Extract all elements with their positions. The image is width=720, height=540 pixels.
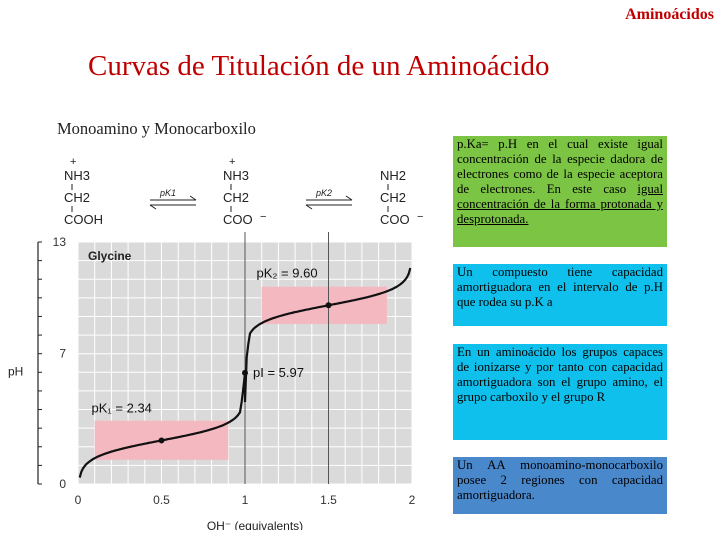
ionizable-groups-text: En un aminoácido los grupos capaces de i… — [457, 345, 663, 404]
x-tick-label: 0.5 — [153, 493, 170, 507]
species-1-charge: + — [70, 156, 76, 168]
x-axis-label: OH⁻ (equivalents) — [207, 519, 303, 530]
data-point — [158, 437, 165, 444]
species-3-carboxylate: COO — [380, 212, 410, 227]
arrow-pk1-label: pK1 — [159, 188, 176, 198]
axis-ticks: 0 0.5 1 1.5 2 0 7 13 — [53, 235, 416, 507]
point-label: pK₁ = 2.34 — [92, 400, 152, 415]
page-subtitle: Monoamino y Monocarboxilo — [57, 119, 256, 138]
y-tick-label: 0 — [59, 477, 66, 491]
species-1-carboxyl: COOH — [64, 212, 103, 227]
x-tick-label: 1.5 — [320, 493, 337, 507]
axes — [37, 241, 42, 485]
species-1-amino: NH3 — [64, 168, 90, 183]
buffer-range-text: Un compuesto tiene capacidad amortiguado… — [457, 265, 663, 309]
data-point — [242, 369, 248, 376]
y-tick-label: 7 — [59, 347, 66, 361]
pka-definition-text: p.Ka= p.H en el cual existe igual concen… — [457, 137, 663, 196]
arrow-pk2: pK2 — [305, 188, 353, 210]
ionizable-groups-box: En un aminoácido los grupos capaces de i… — [453, 344, 667, 440]
species-2-carboxylate: COO — [223, 212, 253, 227]
buffer-range-box: Un compuesto tiene capacidad amortiguado… — [453, 264, 667, 326]
glycine-summary-text: Un AA monoamino-monocarboxilo posee 2 re… — [457, 458, 663, 502]
series-label: Glycine — [88, 249, 132, 263]
species-3-minus: − — [417, 211, 423, 223]
titration-chart: + NH3 CH2 COOH pK1 + NH3 CH2 COO − pK2 — [8, 156, 423, 530]
species-1-ch2: CH2 — [64, 190, 90, 205]
species-2-charge: + — [229, 156, 235, 168]
reference-lines — [244, 232, 329, 484]
point-label: pI = 5.97 — [253, 365, 304, 380]
data-point — [325, 302, 332, 309]
x-tick-label: 2 — [409, 493, 416, 507]
species-2: + NH3 CH2 COO − — [223, 156, 266, 227]
point-label: pK₂ = 9.60 — [257, 265, 318, 280]
page-title: Curvas de Titulación de un Aminoácido — [88, 50, 550, 82]
marked-points: pK₁ = 2.34 pI = 5.97 pK₂ = 9.60 — [92, 265, 332, 444]
species-row: + NH3 CH2 COOH pK1 + NH3 CH2 COO − pK2 — [64, 156, 423, 227]
glycine-summary-box: Un AA monoamino-monocarboxilo posee 2 re… — [453, 457, 667, 514]
header-tag: Aminoácidos — [625, 6, 714, 23]
species-3-ch2: CH2 — [380, 190, 406, 205]
y-axis-label: pH — [8, 365, 23, 379]
pka-definition-box: p.Ka= p.H en el cual existe igual concen… — [453, 136, 667, 247]
species-3-amino: NH2 — [380, 168, 406, 183]
species-2-minus: − — [260, 211, 266, 223]
x-tick-label: 0 — [75, 493, 82, 507]
pka-definition-underlined: igual concentración de la forma protonad… — [457, 182, 663, 226]
titration-curve — [78, 267, 412, 478]
y-tick-label: 13 — [53, 235, 67, 249]
species-1: + NH3 CH2 COOH — [64, 156, 103, 227]
species-3: NH2 CH2 COO − — [380, 168, 423, 227]
x-tick-label: 1 — [242, 493, 249, 507]
arrow-pk2-label: pK2 — [315, 188, 332, 198]
species-2-ch2: CH2 — [223, 190, 249, 205]
species-2-amino: NH3 — [223, 168, 249, 183]
arrow-pk1: pK1 — [149, 188, 197, 210]
